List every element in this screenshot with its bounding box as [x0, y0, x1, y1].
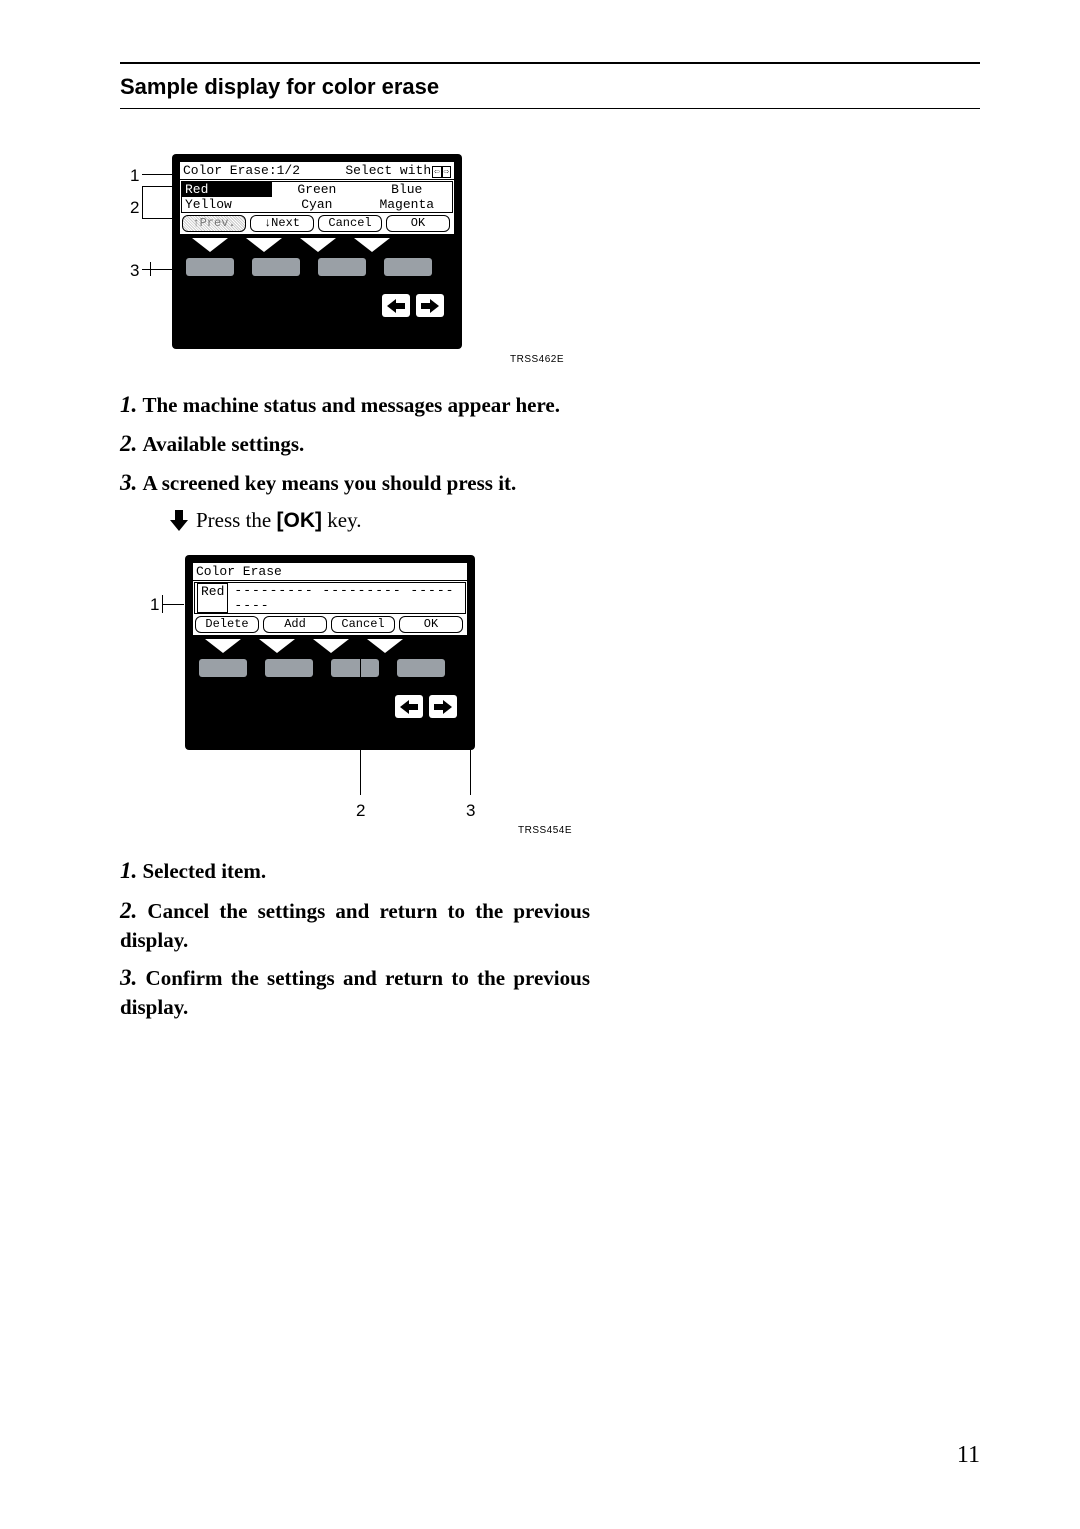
softkey-indicators — [205, 639, 403, 653]
lcd-title: Color Erase — [193, 563, 467, 581]
list-item: 2. Cancel the settings and return to the… — [120, 895, 590, 954]
callout-2: 2 — [130, 198, 139, 218]
triangle-icon — [300, 238, 336, 252]
cancel-button[interactable]: Cancel — [318, 215, 382, 232]
right-arrow-button[interactable] — [416, 294, 444, 317]
color-option-red[interactable]: Red — [182, 182, 272, 197]
softkey-indicators — [192, 238, 390, 252]
down-arrow-icon — [170, 510, 188, 532]
physical-softkey[interactable] — [252, 258, 300, 276]
triangle-icon — [246, 238, 282, 252]
selected-item: Red — [197, 583, 228, 613]
list-item: 2. Available settings. — [120, 428, 590, 459]
triangle-icon — [367, 639, 403, 653]
color-option-green[interactable]: Green — [272, 182, 362, 197]
physical-softkey[interactable] — [186, 258, 234, 276]
callout-3: 3 — [466, 801, 475, 821]
triangle-icon — [205, 639, 241, 653]
leader — [360, 635, 361, 795]
physical-softkey[interactable] — [265, 659, 313, 677]
left-key-icon: ⇦ — [432, 166, 441, 178]
callout-3: 3 — [130, 261, 139, 281]
prev-button[interactable]: ↑Prev. — [182, 215, 246, 232]
color-option-yellow[interactable]: Yellow — [182, 197, 272, 212]
page-number: 11 — [957, 1442, 980, 1469]
color-option-blue[interactable]: Blue — [362, 182, 452, 197]
callout-1: 1 — [130, 166, 139, 186]
leader — [142, 186, 143, 218]
lcd-screen: Color Erase:1/2 Select with⇦⇨ Red Green … — [180, 162, 454, 234]
ok-button[interactable]: OK — [399, 616, 463, 633]
leader — [142, 186, 172, 187]
physical-softkey[interactable] — [397, 659, 445, 677]
figure-code: TRSS454E — [518, 825, 572, 836]
left-arrow-button[interactable] — [382, 294, 410, 317]
physical-softkey[interactable] — [199, 659, 247, 677]
physical-softkey[interactable] — [318, 258, 366, 276]
action-instruction: Press the [OK] key. — [120, 506, 590, 535]
triangle-icon — [354, 238, 390, 252]
content-column: 1 2 3 Color Erase:1/2 Select with⇦⇨ — [120, 109, 590, 1021]
display-figure-2: 1 Color Erase Red --------- --------- --… — [150, 555, 590, 845]
empty-slots: --------- --------- --------- — [234, 583, 463, 613]
callout-2: 2 — [356, 801, 365, 821]
callout-1: 1 — [150, 595, 159, 615]
display-figure-1: 1 2 3 Color Erase:1/2 Select with⇦⇨ — [130, 154, 570, 374]
leader — [142, 269, 172, 270]
callout-list-2: 1. Selected item. 2. Cancel the settings… — [120, 855, 590, 1021]
lcd-screen: Color Erase Red --------- --------- ----… — [193, 563, 467, 635]
left-arrow-button[interactable] — [395, 695, 423, 718]
leader — [142, 218, 172, 219]
lcd-instruction: Select with⇦⇨ — [345, 163, 451, 178]
leader — [142, 174, 172, 175]
action-text: Press the [OK] key. — [196, 506, 361, 535]
list-item: 1. Selected item. — [120, 855, 590, 886]
color-option-cyan[interactable]: Cyan — [272, 197, 362, 212]
physical-softkey[interactable] — [331, 659, 379, 677]
device-panel: Color Erase:1/2 Select with⇦⇨ Red Green … — [172, 154, 462, 349]
list-item: 3. Confirm the settings and return to th… — [120, 962, 590, 1021]
right-key-icon: ⇨ — [442, 166, 451, 178]
lcd-status-text: Color Erase:1/2 — [183, 163, 300, 178]
list-item: 1. The machine status and messages appea… — [120, 389, 590, 420]
device-panel: Color Erase Red --------- --------- ----… — [185, 555, 475, 750]
triangle-icon — [192, 238, 228, 252]
triangle-icon — [259, 639, 295, 653]
page: Sample display for color erase 1 2 3 Col… — [0, 0, 1080, 1089]
list-item: 3. A screened key means you should press… — [120, 467, 590, 498]
next-button[interactable]: ↓Next — [250, 215, 314, 232]
right-arrow-button[interactable] — [429, 695, 457, 718]
callout-list-1: 1. The machine status and messages appea… — [120, 389, 590, 498]
ok-button[interactable]: OK — [386, 215, 450, 232]
color-option-magenta[interactable]: Magenta — [362, 197, 452, 212]
leader — [470, 635, 471, 795]
figure-code: TRSS462E — [510, 354, 564, 365]
leader — [162, 604, 184, 605]
section-title: Sample display for color erase — [120, 64, 980, 108]
cancel-button[interactable]: Cancel — [331, 616, 395, 633]
add-button[interactable]: Add — [263, 616, 327, 633]
leader — [150, 262, 151, 276]
triangle-icon — [313, 639, 349, 653]
delete-button[interactable]: Delete — [195, 616, 259, 633]
physical-softkey[interactable] — [384, 258, 432, 276]
